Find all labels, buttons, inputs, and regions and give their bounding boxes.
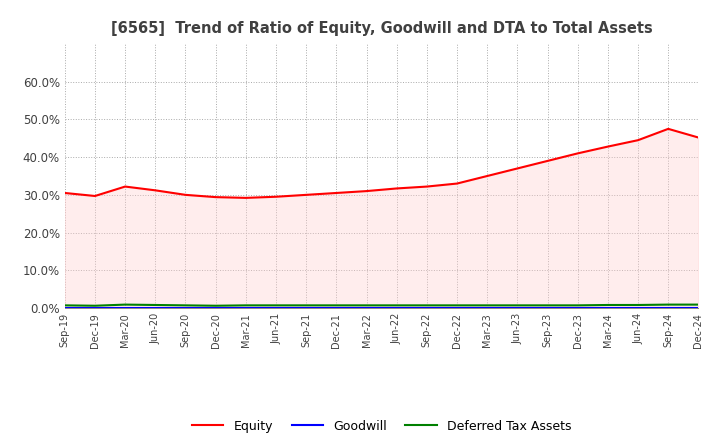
Goodwill <box>271 305 280 311</box>
Goodwill <box>91 305 99 311</box>
Equity <box>453 181 462 186</box>
Equity <box>664 126 672 132</box>
Equity <box>60 191 69 196</box>
Goodwill <box>302 305 310 311</box>
Deferred Tax Assets <box>181 303 190 308</box>
Goodwill <box>212 305 220 311</box>
Equity <box>121 184 130 189</box>
Goodwill <box>694 305 703 311</box>
Deferred Tax Assets <box>634 302 642 308</box>
Equity <box>694 135 703 140</box>
Equity <box>151 188 160 193</box>
Goodwill <box>392 305 401 311</box>
Equity <box>362 188 371 194</box>
Deferred Tax Assets <box>513 303 522 308</box>
Equity <box>271 194 280 199</box>
Equity <box>423 184 431 189</box>
Goodwill <box>634 305 642 311</box>
Deferred Tax Assets <box>543 303 552 308</box>
Goodwill <box>423 305 431 311</box>
Deferred Tax Assets <box>271 303 280 308</box>
Equity <box>513 166 522 171</box>
Deferred Tax Assets <box>362 303 371 308</box>
Equity <box>91 193 99 198</box>
Equity <box>332 191 341 196</box>
Goodwill <box>483 305 492 311</box>
Equity <box>483 173 492 179</box>
Deferred Tax Assets <box>573 303 582 308</box>
Deferred Tax Assets <box>453 303 462 308</box>
Equity <box>241 195 250 201</box>
Equity <box>573 151 582 156</box>
Equity <box>212 194 220 200</box>
Goodwill <box>573 305 582 311</box>
Deferred Tax Assets <box>241 303 250 308</box>
Deferred Tax Assets <box>302 303 310 308</box>
Deferred Tax Assets <box>332 303 341 308</box>
Deferred Tax Assets <box>121 302 130 307</box>
Deferred Tax Assets <box>664 302 672 307</box>
Line: Equity: Equity <box>65 129 698 198</box>
Equity <box>543 158 552 164</box>
Deferred Tax Assets <box>483 303 492 308</box>
Title: [6565]  Trend of Ratio of Equity, Goodwill and DTA to Total Assets: [6565] Trend of Ratio of Equity, Goodwil… <box>111 21 652 36</box>
Goodwill <box>664 305 672 311</box>
Goodwill <box>241 305 250 311</box>
Goodwill <box>362 305 371 311</box>
Goodwill <box>151 305 160 311</box>
Deferred Tax Assets <box>60 303 69 308</box>
Legend: Equity, Goodwill, Deferred Tax Assets: Equity, Goodwill, Deferred Tax Assets <box>187 414 576 437</box>
Equity <box>603 144 612 149</box>
Goodwill <box>60 305 69 311</box>
Line: Deferred Tax Assets: Deferred Tax Assets <box>65 304 698 306</box>
Goodwill <box>332 305 341 311</box>
Goodwill <box>603 305 612 311</box>
Goodwill <box>513 305 522 311</box>
Deferred Tax Assets <box>212 303 220 308</box>
Equity <box>634 138 642 143</box>
Equity <box>302 192 310 198</box>
Deferred Tax Assets <box>392 303 401 308</box>
Deferred Tax Assets <box>91 303 99 308</box>
Deferred Tax Assets <box>694 302 703 307</box>
Goodwill <box>121 305 130 311</box>
Deferred Tax Assets <box>603 302 612 308</box>
Deferred Tax Assets <box>151 302 160 308</box>
Equity <box>392 186 401 191</box>
Equity <box>181 192 190 198</box>
Goodwill <box>453 305 462 311</box>
Goodwill <box>543 305 552 311</box>
Goodwill <box>181 305 190 311</box>
Deferred Tax Assets <box>423 303 431 308</box>
